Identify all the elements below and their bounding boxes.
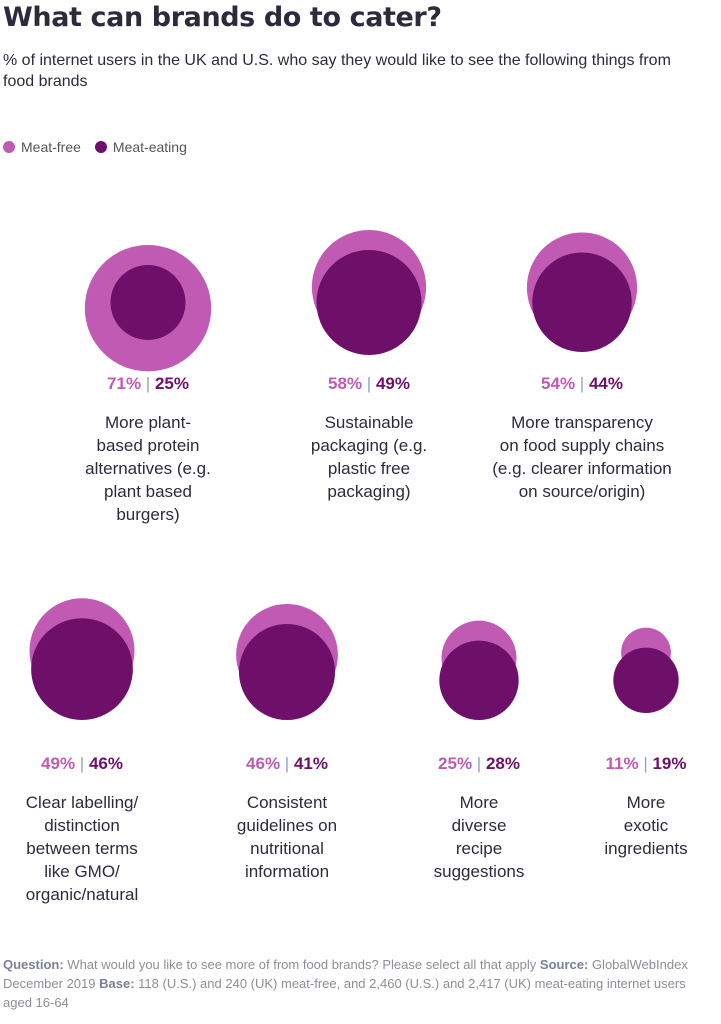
category-label-line: nutritional — [250, 839, 324, 858]
category-label-line: plant based — [104, 482, 192, 501]
category-label-line: (e.g. clearer information — [492, 459, 672, 478]
meat-free-value: 11% — [606, 754, 639, 773]
value-label-pair: 11% | 19% — [606, 754, 687, 773]
category-label-line: packaging (e.g. — [311, 436, 427, 455]
category-label-line: exotic — [624, 816, 669, 835]
meat-eating-value: 46% — [89, 754, 123, 773]
meat-eating-value: 28% — [486, 754, 520, 773]
meat-eating-value: 49% — [376, 374, 410, 393]
meat-eating-bubble — [613, 647, 679, 713]
category-label-line: guidelines on — [237, 816, 337, 835]
category-label-line: on source/origin) — [519, 482, 646, 501]
category-label-line: on food supply chains — [500, 436, 664, 455]
source-label: Source: — [539, 957, 589, 972]
base-text: 118 (U.S.) and 240 (UK) meat-free, and 2… — [3, 976, 686, 1010]
category-label-line: diverse — [452, 816, 507, 835]
legend: Meat-free Meat-eating — [3, 139, 201, 155]
category-label: More diverse recipe suggestions — [434, 793, 525, 881]
legend-label-meat-free: Meat-free — [21, 139, 81, 155]
base-label: Base: — [99, 976, 135, 991]
category-label-line: More plant- — [105, 413, 191, 432]
category-label-line: burgers) — [116, 505, 179, 524]
category-label-line: like GMO/ — [44, 862, 120, 881]
category-label-line: Consistent — [247, 793, 328, 812]
category-label-line: More transparency — [511, 413, 653, 432]
category-label: More transparency on food supply chains (e… — [492, 413, 672, 501]
value-label-pair: 54% | 44% — [541, 374, 623, 393]
category-label: Clear labelling/distinction between terms… — [26, 793, 139, 904]
meat-eating-bubble — [532, 252, 632, 352]
category-label-line: organic/natural — [26, 885, 138, 904]
value-label-pair: 46% | 41% — [246, 754, 328, 773]
category-label-line: between terms — [26, 839, 138, 858]
value-separator: | — [472, 754, 486, 773]
category-label-line: More — [460, 793, 499, 812]
category-label-line: packaging) — [327, 482, 410, 501]
value-separator: | — [575, 374, 589, 393]
meat-eating-bubble — [238, 623, 336, 720]
category-label: Consistent guidelines on nutritional inform… — [237, 793, 337, 881]
meat-free-value: 49% — [41, 754, 75, 773]
value-label-pair: 71% | 25% — [107, 374, 189, 393]
value-separator: | — [280, 754, 294, 773]
category-label-line: ingredients — [604, 839, 687, 858]
category-label-line: More — [627, 793, 666, 812]
category-label-line: distinction — [44, 816, 120, 835]
category-label-line: plastic free — [328, 459, 410, 478]
category-label: More plant-based protein alternatives (e.… — [85, 413, 211, 524]
category-label-line: recipe — [456, 839, 502, 858]
meat-eating-value: 19% — [652, 754, 686, 773]
meat-eating-bubble — [316, 250, 422, 355]
category-label-line: Clear labelling/ — [26, 793, 139, 812]
category-label: More exotic ingredients — [604, 793, 687, 858]
meat-free-value: 25% — [438, 754, 472, 773]
value-label-pair: 58% | 49% — [328, 374, 410, 393]
category-label: Sustainable packaging (e.g. plastic free pa… — [311, 413, 427, 501]
legend-swatch-meat-free — [3, 141, 15, 153]
value-separator: | — [75, 754, 89, 773]
meat-eating-bubble — [110, 265, 186, 340]
category-label-line: based protein — [96, 436, 199, 455]
value-separator: | — [362, 374, 376, 393]
value-separator: | — [639, 754, 653, 773]
legend-item-meat-free: Meat-free — [3, 139, 81, 155]
legend-swatch-meat-eating — [94, 141, 107, 153]
bubble-chart: 71% | 25% More plant-based protein alterna… — [26, 229, 688, 904]
meat-free-value: 71% — [107, 374, 141, 393]
legend-item-meat-eating: Meat-eating — [94, 139, 187, 155]
category-label-line: alternatives (e.g. — [85, 459, 211, 478]
value-label-pair: 49% | 46% — [41, 754, 123, 773]
question-text: What would you like to see more of from … — [67, 957, 537, 972]
source-text: GlobalWebIndex December 2019 — [3, 957, 688, 991]
chart-title: What can brands do to cater? — [3, 2, 442, 33]
value-label-pair: 25% | 28% — [438, 754, 520, 773]
meat-eating-bubble — [439, 640, 519, 720]
legend-label-meat-eating: Meat-eating — [112, 139, 187, 155]
meat-free-value: 58% — [328, 374, 362, 393]
meat-eating-value: 25% — [155, 374, 189, 393]
meat-eating-value: 44% — [589, 374, 623, 393]
meat-eating-value: 41% — [294, 754, 328, 773]
category-label-line: information — [245, 862, 329, 881]
footer-note: Question: What would you like to see mor… — [3, 955, 717, 1012]
category-label-line: Sustainable — [325, 413, 414, 432]
meat-eating-bubble — [31, 618, 133, 720]
value-separator: | — [141, 374, 155, 393]
question-label: Question: — [3, 957, 64, 972]
meat-free-value: 46% — [246, 754, 280, 773]
category-label-line: suggestions — [434, 862, 525, 881]
meat-free-value: 54% — [541, 374, 575, 393]
chart-subtitle: % of internet users in the UK and U.S. w… — [3, 52, 671, 90]
